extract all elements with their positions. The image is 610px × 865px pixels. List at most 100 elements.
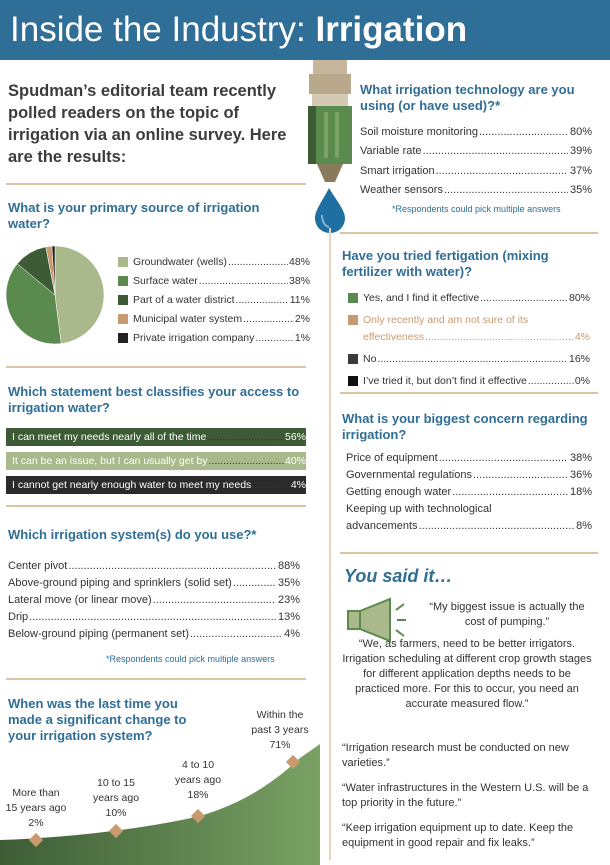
- sprinkler-nozzle-icon: [317, 164, 343, 182]
- timeline-label-top: Within the: [256, 709, 304, 721]
- you-said-title: You said it…: [344, 566, 453, 586]
- fert-label: effectiveness: [363, 330, 425, 343]
- column-divider: [329, 228, 331, 860]
- tech-footnote: *Respondents could pick multiple answers: [392, 204, 561, 214]
- leader-dots: [480, 292, 568, 304]
- concern-question-title: What is your biggest concern regarding i…: [342, 411, 588, 442]
- fert-item: Yes, and I find it effective 80%: [348, 289, 590, 306]
- legend-value: 1%: [294, 332, 310, 344]
- timeline-label-top: 4 to 10: [181, 759, 215, 771]
- fert-value: 80%: [568, 291, 590, 304]
- timeline-label: Within the past 3 years 71%: [235, 708, 325, 753]
- legend-label: Municipal water system: [133, 313, 243, 325]
- tech-question-title: What irrigation technology are you using…: [360, 82, 575, 113]
- item-label: Center pivot: [8, 559, 68, 572]
- item-value: 39%: [569, 145, 592, 158]
- legend-value: 48%: [288, 256, 310, 268]
- quote-3: “Irrigation research must be conducted o…: [342, 742, 569, 769]
- item-label: Below-ground piping (permanent set): [8, 627, 189, 640]
- fert-question-title: Have you tried fertigation (mixing ferti…: [342, 248, 549, 279]
- item-label: Variable rate: [360, 145, 422, 158]
- leader-dots: [252, 479, 290, 491]
- item-value: 37%: [569, 164, 592, 177]
- list-item-cont: advancements 8%: [346, 517, 592, 534]
- source-pie-chart: [5, 245, 105, 345]
- item-label: Getting enough water: [346, 485, 452, 498]
- fert-value: 4%: [574, 330, 590, 343]
- water-drop-icon: [315, 188, 345, 233]
- legend-swatch: [118, 295, 128, 305]
- legend-item: Part of a water district 11%: [118, 292, 310, 308]
- timeline-marker: [108, 823, 124, 839]
- item-value: 38%: [569, 451, 592, 464]
- list-item: Soil moisture monitoring 80%: [360, 122, 592, 142]
- legend-label: Groundwater (wells): [133, 256, 227, 268]
- item-value: 13%: [277, 610, 300, 623]
- fert-value: 16%: [568, 352, 590, 365]
- list-item: Above-ground piping and sprinklers (soli…: [8, 574, 300, 591]
- leader-dots: [190, 628, 282, 640]
- leader-dots: [419, 520, 575, 532]
- leader-dots: [444, 184, 568, 196]
- intro-text: Spudman’s editorial team recently polled…: [8, 82, 287, 166]
- fert-label: Only recently and am not sure of its: [363, 313, 529, 326]
- list-item: Drip 13%: [8, 608, 300, 625]
- legend-value: 11%: [289, 294, 310, 306]
- timeline-label-mid: 15 years ago: [5, 802, 67, 814]
- access-question-title: Which statement best classifies your acc…: [8, 384, 300, 415]
- list-item: Keeping up with technological: [346, 500, 592, 517]
- fert-list: Yes, and I find it effective 80% Only rece…: [348, 289, 590, 394]
- timeline-label-mid: years ago: [174, 774, 222, 786]
- system-list: Center pivot 88% Above-ground piping and s…: [8, 557, 300, 642]
- legend-value: 2%: [294, 313, 310, 325]
- list-item: Smart irrigation 37%: [360, 161, 592, 181]
- list-item: Price of equipment 38%: [346, 449, 592, 466]
- timeline-marker: [28, 832, 44, 848]
- fert-label: Yes, and I find it effective: [363, 291, 480, 304]
- list-item: Governmental regulations 36%: [346, 466, 592, 483]
- pie-slice: [5, 263, 62, 345]
- access-bar-label: I can meet my needs nearly all of the ti…: [12, 431, 207, 443]
- sprinkler-thread-icon: [312, 94, 348, 106]
- item-label: Governmental regulations: [346, 468, 472, 481]
- timeline-label-mid: past 3 years: [251, 724, 309, 736]
- change-area-chart: [0, 744, 320, 865]
- legend-swatch: [118, 257, 128, 267]
- divider: [6, 505, 306, 507]
- leader-dots: [243, 313, 294, 325]
- leader-dots: [236, 294, 289, 306]
- leader-dots: [209, 455, 284, 467]
- item-label: Soil moisture monitoring: [360, 125, 478, 138]
- sprinkler-top-icon: [313, 60, 347, 74]
- legend-label: Surface water: [133, 275, 198, 287]
- item-value: 18%: [569, 485, 592, 498]
- item-label: Keeping up with technological: [346, 502, 492, 515]
- access-bar-label: I cannot get nearly enough water to meet…: [12, 479, 252, 491]
- item-value: 88%: [277, 559, 300, 572]
- item-label: Smart irrigation: [360, 164, 435, 177]
- access-bar: I can meet my needs nearly all of the ti…: [6, 428, 306, 446]
- timeline-marker: [190, 808, 206, 824]
- timeline-value: 71%: [269, 739, 291, 751]
- leader-dots: [473, 469, 568, 481]
- source-question-title: What is your primary source of irrigatio…: [8, 200, 260, 231]
- timeline-value: 18%: [187, 789, 209, 801]
- access-bar-label: It can be an issue, but I can usually ge…: [12, 455, 208, 467]
- page-title: Inside the Industry: Irrigation: [10, 10, 467, 50]
- megaphone-icon: [347, 597, 406, 643]
- legend-swatch: [118, 333, 128, 343]
- item-value: 35%: [277, 576, 300, 589]
- system-footnote: *Respondents could pick multiple answers: [106, 654, 275, 664]
- quote-4: “Water infrastructures in the Western U.…: [342, 782, 589, 809]
- item-label: Lateral move (or linear move): [8, 593, 152, 606]
- quote-1: “My biggest issue is actually the cost o…: [429, 601, 585, 628]
- fert-value: 0%: [574, 374, 590, 387]
- title-bold: Irrigation: [315, 10, 468, 49]
- divider: [340, 392, 598, 394]
- access-bar-value: 40%: [284, 455, 306, 467]
- divider: [6, 183, 306, 185]
- timeline-area: [0, 744, 320, 865]
- legend-swatch: [118, 276, 128, 286]
- fert-item-cont: effectiveness 4%: [348, 328, 590, 345]
- timeline-label-top: More than: [12, 787, 60, 799]
